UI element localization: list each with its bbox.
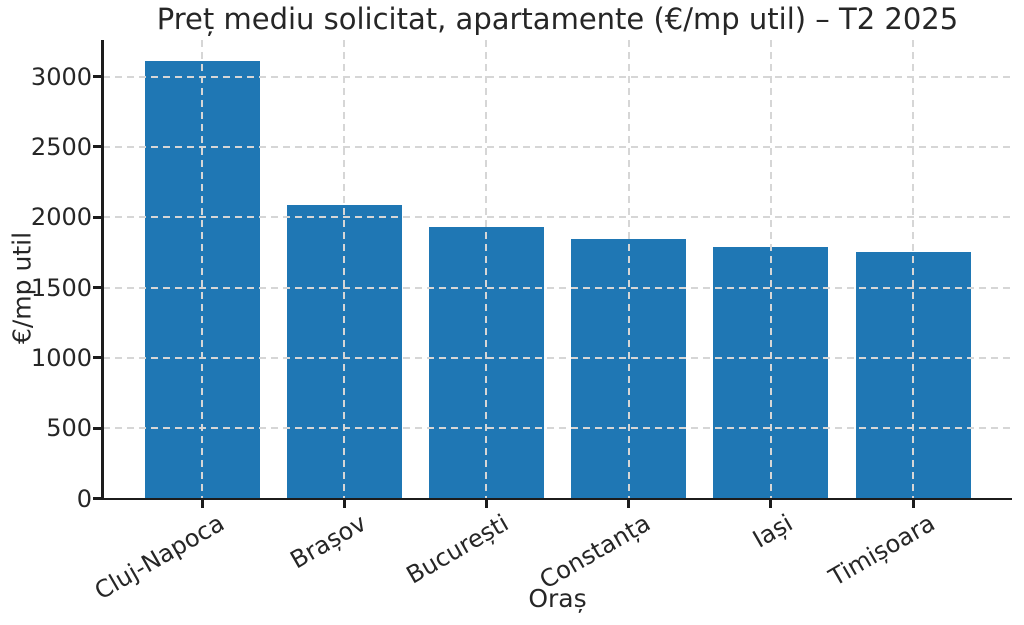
x-gridline — [769, 40, 772, 499]
x-gridline — [343, 40, 346, 499]
x-tick-label-text: Constanța — [534, 508, 656, 594]
y-axis-spine — [101, 40, 104, 500]
y-gridline — [103, 75, 1012, 78]
x-gridline — [912, 40, 914, 499]
x-tick-label-text: București — [401, 508, 513, 590]
y-gridline — [103, 216, 1012, 219]
x-gridline — [627, 40, 630, 499]
x-tick-mark — [627, 500, 631, 508]
y-gridline — [103, 286, 1012, 289]
x-tick-mark — [484, 500, 488, 508]
x-tick-mark — [200, 500, 204, 508]
y-tick-mark — [93, 215, 102, 219]
x-axis-label: Oraș — [528, 584, 587, 613]
y-tick-label: 500 — [46, 414, 92, 443]
x-tick-mark — [769, 500, 773, 508]
x-tick-label-text: Iași — [747, 508, 798, 554]
x-gridline — [485, 40, 488, 499]
y-gridline — [103, 356, 1012, 359]
y-tick-label: 1000 — [30, 343, 92, 372]
y-tick-label: 2500 — [30, 132, 92, 161]
x-tick-mark — [911, 500, 915, 508]
x-tick-label-text: Brașov — [285, 508, 371, 574]
x-tick-mark — [342, 500, 346, 508]
y-gridline — [103, 145, 1012, 148]
y-tick-label: 1500 — [30, 273, 92, 302]
y-gridline — [103, 427, 1012, 430]
x-gridline — [201, 40, 203, 499]
y-tick-mark — [93, 356, 102, 360]
y-tick-mark — [93, 75, 102, 79]
y-tick-mark — [93, 426, 102, 430]
y-tick-mark — [93, 286, 102, 290]
x-axis-spine — [101, 497, 1012, 500]
y-tick-label: 3000 — [30, 62, 92, 91]
y-tick-mark — [93, 145, 102, 149]
x-tick-label-text: Timișoara — [824, 508, 940, 592]
chart-title: Preț mediu solicitat, apartamente (€/mp … — [156, 2, 959, 36]
y-tick-label: 2000 — [30, 203, 92, 232]
y-tick-label: 0 — [76, 484, 92, 513]
y-tick-mark — [93, 497, 102, 500]
